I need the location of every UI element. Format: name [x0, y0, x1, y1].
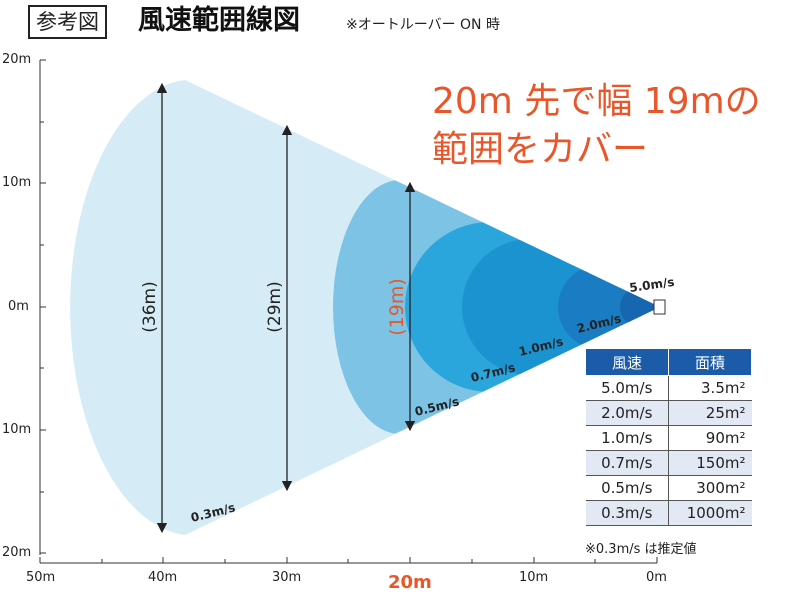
speed-cell: 0.7m/s — [585, 450, 669, 476]
speed-cell: 2.0m/s — [585, 400, 669, 426]
y-tick-label: 0m — [8, 299, 29, 314]
table-row: 1.0m/s 90m² — [585, 425, 752, 451]
speed-area-table: 風速 面積 5.0m/s 3.5m² 2.0m/s 25m² 1.0m/s 90m² 0… — [585, 348, 752, 526]
width-label-19m: (19m) — [386, 278, 408, 336]
headline: 20m 先で幅 19mの 範囲をカバー — [432, 78, 761, 174]
area-cell: 1000m² — [668, 500, 752, 526]
speed-cell: 0.5m/s — [585, 475, 669, 501]
header-speed: 風速 — [585, 348, 669, 376]
area-cell: 3.5m² — [668, 375, 752, 401]
headline-line-2: 範囲をカバー — [432, 129, 649, 170]
speed-label-5.0: 5.0m/s — [628, 275, 675, 295]
y-tick-label: 10m — [2, 175, 32, 190]
area-cell: 300m² — [668, 475, 752, 501]
air-conditioner-unit — [653, 299, 666, 315]
y-tick-label: 20m — [2, 52, 32, 67]
title-note: ※オートルーバー ON 時 — [346, 17, 500, 33]
x-tick-label-highlight: 20m — [388, 572, 432, 593]
x-axis — [39, 557, 658, 564]
zone-1.0ms — [462, 239, 598, 375]
speed-cell: 0.3m/s — [585, 500, 669, 526]
table-row: 2.0m/s 25m² — [585, 400, 752, 426]
width-label-29m: (29m) — [265, 281, 285, 332]
y-axis — [39, 59, 46, 555]
x-tick-label: 40m — [148, 570, 178, 585]
area-cell: 90m² — [668, 425, 752, 451]
speed-cell: 1.0m/s — [585, 425, 669, 451]
header-area: 面積 — [668, 348, 752, 376]
table-row: 0.3m/s 1000m² — [585, 500, 752, 526]
area-cell: 150m² — [668, 450, 752, 476]
table-row: 5.0m/s 3.5m² — [585, 375, 752, 401]
y-tick-label: 20m — [2, 545, 32, 560]
x-tick-label: 30m — [272, 570, 302, 585]
reference-label: 参考図 — [28, 5, 107, 39]
speed-cell: 5.0m/s — [585, 375, 669, 401]
headline-line-1: 20m 先で幅 19mの — [432, 81, 761, 122]
area-cell: 25m² — [668, 400, 752, 426]
page-title: 風速範囲線図 — [138, 5, 300, 36]
x-tick-label: 10m — [519, 570, 549, 585]
table-row: 0.7m/s 150m² — [585, 450, 752, 476]
y-tick-label: 10m — [2, 422, 32, 437]
footnote: ※0.3m/s は推定値 — [585, 542, 697, 557]
table-row: 0.5m/s 300m² — [585, 475, 752, 501]
width-label-36m: (36m) — [140, 281, 160, 332]
x-tick-label: 0m — [646, 570, 667, 585]
x-tick-label: 50m — [26, 570, 56, 585]
